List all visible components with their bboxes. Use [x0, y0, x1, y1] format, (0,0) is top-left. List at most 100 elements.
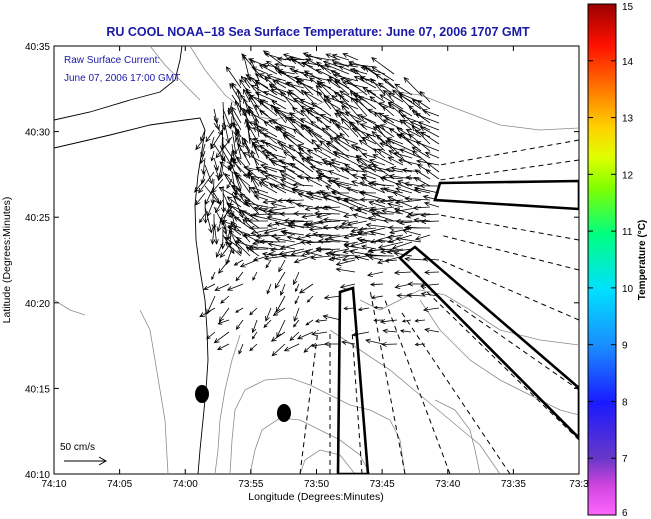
current-arrow [218, 259, 230, 274]
current-arrow [368, 255, 384, 261]
current-arrow [246, 173, 269, 187]
current-arrow [281, 253, 304, 259]
current-arrow [323, 94, 341, 117]
current-arrow [342, 248, 359, 254]
current-arrow [309, 107, 332, 124]
current-arrow [360, 176, 377, 187]
current-arrow [371, 66, 395, 82]
current-arrow [312, 147, 332, 159]
current-arrow [266, 215, 287, 222]
current-arrow [382, 328, 398, 334]
chart-title: RU COOL NOAA–18 Sea Surface Temperature:… [106, 25, 530, 39]
current-arrow [216, 343, 230, 351]
current-arrow [213, 220, 219, 245]
current-arrow [403, 181, 422, 187]
current-arrow [412, 205, 431, 211]
current-arrow [305, 232, 323, 238]
current-arrow [354, 98, 377, 117]
current-arrow [404, 256, 426, 262]
current-arrow [324, 125, 341, 138]
current-arrow [306, 149, 323, 159]
current-arrow [299, 118, 323, 131]
current-arrow [303, 70, 323, 82]
current-arrow [361, 244, 377, 250]
current-arrow [232, 195, 251, 208]
current-arrow [249, 343, 258, 352]
current-arrow [343, 306, 356, 311]
current-arrow [379, 142, 404, 152]
current-arrow [393, 270, 412, 276]
current-arrow [379, 318, 398, 324]
current-arrow [215, 241, 224, 258]
current-arrow [213, 157, 219, 172]
current-arrow [288, 144, 305, 159]
current-arrow [327, 179, 350, 187]
current-arrow [325, 185, 341, 194]
current-arrow [274, 62, 296, 68]
current-arrow [330, 190, 359, 201]
current-arrow [398, 133, 422, 152]
current-arrow [293, 211, 314, 217]
current-arrow [356, 230, 377, 236]
colorbar-tick-label: 11 [622, 227, 633, 238]
current-arrow [395, 236, 422, 243]
current-arrow [273, 184, 296, 194]
current-arrow [258, 182, 278, 194]
current-arrow [248, 244, 278, 250]
current-arrow [200, 129, 206, 142]
current-arrow [387, 101, 413, 117]
current-arrow [335, 109, 350, 117]
current-arrow [322, 314, 342, 321]
current-arrow [253, 194, 269, 201]
current-arrow [225, 66, 242, 89]
current-arrow [384, 258, 398, 263]
current-arrow [245, 246, 260, 257]
current-arrow [405, 175, 422, 181]
current-arrow [274, 236, 296, 243]
current-arrow [423, 201, 440, 208]
current-arrow [274, 271, 286, 289]
y-tick-label: 40:25 [25, 213, 50, 224]
current-arrow [250, 176, 260, 194]
current-arrow [304, 250, 323, 257]
current-arrow [332, 61, 359, 68]
current-arrow [244, 198, 260, 215]
current-arrow [368, 158, 386, 166]
current-arrow [255, 166, 278, 180]
current-arrow [299, 283, 314, 294]
colorbar-tick-label: 12 [622, 170, 634, 181]
current-arrow [379, 124, 395, 131]
current-arrow [284, 115, 305, 138]
current-arrow [250, 227, 278, 236]
current-arrow [311, 331, 328, 337]
current-arrow [358, 95, 377, 110]
current-arrow [406, 292, 426, 298]
x-tick-label: 73:55 [238, 479, 263, 490]
current-arrow [269, 85, 296, 96]
current-arrow [385, 139, 404, 159]
current-arrow [348, 206, 368, 215]
current-arrow [381, 341, 398, 347]
current-arrow [329, 137, 350, 152]
current-arrow [414, 234, 431, 241]
current-arrow [248, 125, 260, 145]
current-arrow [226, 283, 244, 291]
current-arrow [195, 136, 206, 151]
current-arrow [377, 238, 395, 244]
current-arrow [367, 216, 386, 222]
current-arrow [249, 213, 278, 222]
current-arrow [288, 200, 305, 208]
current-arrow [324, 63, 350, 75]
current-arrow [385, 167, 404, 173]
current-arrow [283, 343, 300, 352]
current-arrow [293, 307, 300, 323]
current-arrow [306, 109, 323, 124]
current-arrow [229, 115, 234, 128]
current-arrow [215, 136, 233, 159]
current-arrow [270, 331, 286, 342]
current-arrow [263, 227, 287, 235]
current-arrow [338, 110, 359, 131]
current-arrow [403, 77, 422, 96]
current-arrow [206, 295, 216, 315]
current-arrow [416, 99, 431, 110]
